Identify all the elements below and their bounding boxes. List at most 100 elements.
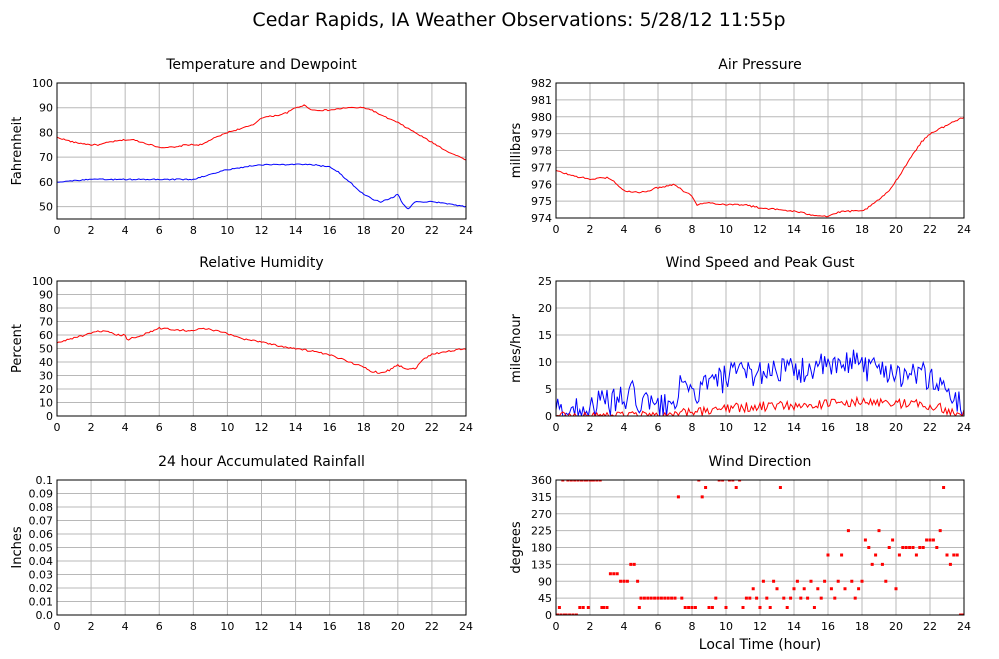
- x-tick-label: 14: [787, 223, 801, 236]
- y-tick-label: 100: [32, 77, 53, 90]
- data-point: [608, 572, 612, 576]
- data-point: [891, 538, 895, 542]
- data-point: [690, 606, 694, 609]
- data-point: [863, 538, 867, 542]
- y-tick-label: 60: [39, 176, 53, 189]
- y-tick-label: 20: [39, 383, 53, 396]
- chart-title: Temperature and Dewpoint: [165, 57, 357, 73]
- x-tick-label: 4: [621, 421, 628, 434]
- y-tick-label: 0: [46, 410, 53, 423]
- data-point: [561, 480, 565, 482]
- data-point: [585, 480, 589, 482]
- y-tick-label: 30: [39, 370, 53, 383]
- chart-title: Wind Direction: [709, 454, 812, 470]
- x-tick-label: 14: [787, 421, 801, 434]
- data-point: [727, 480, 731, 482]
- y-tick-label: 10: [538, 356, 552, 369]
- data-point: [853, 596, 857, 600]
- data-point: [867, 546, 871, 549]
- data-point: [559, 613, 563, 615]
- data-point: [600, 606, 604, 609]
- data-point: [829, 587, 833, 591]
- y-tick-label: 135: [531, 558, 552, 571]
- data-point: [921, 546, 925, 549]
- x-tick-label: 22: [425, 224, 439, 237]
- data-point: [955, 553, 959, 557]
- x-tick-label: 12: [753, 223, 767, 236]
- page-title: Cedar Rapids, IA Weather Observations: 5…: [252, 9, 785, 31]
- y-tick-label: 45: [538, 592, 552, 605]
- y-tick-label: 90: [39, 289, 53, 302]
- data-point: [741, 606, 745, 609]
- data-point: [782, 596, 786, 600]
- x-tick-label: 24: [459, 421, 473, 434]
- x-tick-label: 18: [357, 224, 371, 237]
- y-tick-label: 976: [531, 178, 552, 191]
- data-point: [904, 546, 908, 549]
- data-point: [639, 596, 643, 600]
- x-tick-label: 16: [821, 620, 835, 633]
- data-point: [806, 596, 810, 600]
- y-tick-label: 0.05: [29, 542, 54, 555]
- y-tick-label: 975: [531, 195, 552, 208]
- y-tick-label: 980: [531, 111, 552, 124]
- plot-area: [556, 480, 964, 615]
- x-tick-label: 10: [220, 620, 234, 633]
- x-tick-label: 10: [719, 421, 733, 434]
- x-tick-label: 16: [323, 224, 337, 237]
- data-point: [819, 596, 823, 600]
- data-point: [659, 596, 663, 600]
- data-point: [836, 579, 840, 583]
- data-point: [870, 562, 874, 566]
- series-line: [556, 349, 964, 416]
- data-point: [751, 587, 755, 591]
- data-point: [884, 579, 888, 583]
- x-tick-label: 0: [54, 224, 61, 237]
- x-tick-label: 22: [425, 620, 439, 633]
- x-tick-label: 10: [719, 223, 733, 236]
- data-point: [612, 572, 616, 576]
- data-point: [700, 495, 704, 499]
- data-point: [591, 480, 595, 482]
- data-point: [938, 529, 942, 533]
- data-point: [761, 579, 765, 583]
- x-tick-label: 2: [587, 620, 594, 633]
- data-point: [901, 546, 905, 549]
- x-tick-label: 2: [587, 421, 594, 434]
- x-tick-label: 20: [889, 620, 903, 633]
- chart-title: 24 hour Accumulated Rainfall: [158, 454, 365, 470]
- data-point: [586, 606, 590, 609]
- data-point: [843, 587, 847, 591]
- x-tick-label: 8: [689, 620, 696, 633]
- data-point: [637, 606, 641, 609]
- y-tick-label: 0: [545, 410, 552, 423]
- x-axis-label: Local Time (hour): [699, 637, 821, 653]
- x-tick-label: 20: [391, 620, 405, 633]
- data-point: [724, 606, 728, 609]
- data-point: [833, 596, 837, 600]
- x-tick-label: 12: [255, 224, 269, 237]
- x-tick-label: 2: [88, 620, 95, 633]
- x-tick-label: 22: [923, 620, 937, 633]
- data-point: [556, 613, 560, 615]
- x-tick-label: 18: [855, 223, 869, 236]
- y-tick-label: 40: [39, 356, 53, 369]
- x-tick-label: 8: [190, 620, 197, 633]
- data-point: [566, 480, 570, 482]
- data-point: [731, 480, 735, 482]
- y-axis-label: millibars: [509, 123, 524, 179]
- data-point: [874, 553, 878, 557]
- data-point: [738, 480, 742, 482]
- x-tick-label: 22: [425, 421, 439, 434]
- x-tick-label: 8: [689, 421, 696, 434]
- y-tick-label: 0.04: [29, 555, 54, 568]
- data-point: [588, 480, 592, 482]
- x-tick-label: 6: [655, 620, 662, 633]
- y-tick-label: 0.07: [29, 515, 54, 528]
- x-tick-label: 16: [821, 421, 835, 434]
- data-point: [894, 587, 898, 591]
- plot-area: [57, 104, 466, 210]
- data-point: [734, 486, 738, 489]
- data-point: [846, 529, 850, 533]
